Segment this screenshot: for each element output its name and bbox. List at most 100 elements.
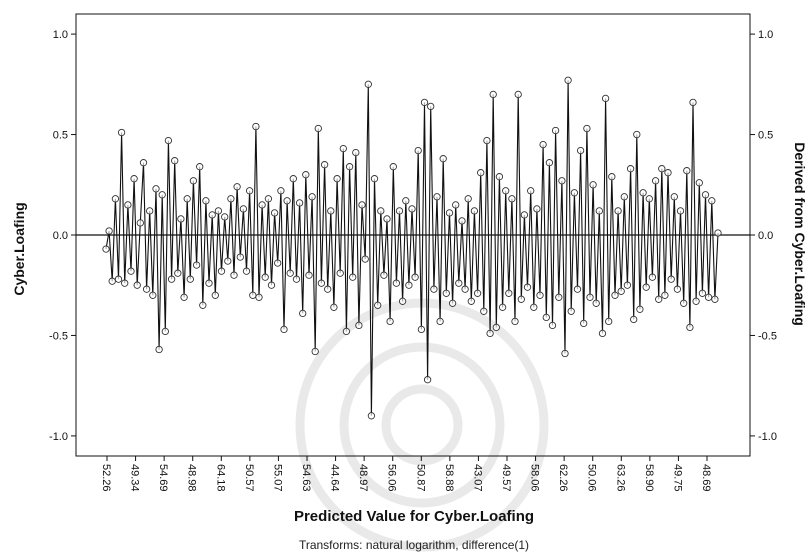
data-point [711,295,719,303]
data-point [111,195,120,203]
data-point [545,159,554,167]
data-point [292,275,301,283]
data-point [495,173,504,181]
x-axis-title: Predicted Value for Cyber.Loafing [294,508,534,525]
data-point [683,167,691,175]
data-point [611,291,619,299]
x-tick-label: 44.64 [329,464,341,492]
data-point [498,303,507,311]
data-point [127,267,135,275]
data-point [155,345,163,354]
data-point [489,90,497,99]
data-point [561,349,569,358]
x-tick-label: 50.57 [243,464,255,492]
x-tick-label: 58.88 [443,464,455,492]
data-point [342,327,351,336]
data-point [146,207,154,215]
data-point [105,227,113,235]
data-point [689,98,697,107]
data-point [108,277,116,285]
y-tick-label-right: 0.0 [758,230,773,242]
data-point [573,285,582,293]
data-point [626,165,635,173]
data-point [267,281,276,289]
data-point [448,299,457,307]
data-point [121,279,129,287]
data-point [617,287,625,295]
data-point [327,207,335,215]
x-tick-label: 64.18 [214,464,226,492]
data-point [514,90,522,99]
data-point [236,253,244,261]
data-point [417,325,426,334]
data-point [555,293,563,301]
x-tick-label: 49.34 [129,464,141,492]
data-point [171,157,179,165]
data-point [352,148,360,157]
x-tick-label: 62.26 [557,464,569,492]
data-point [355,321,363,330]
data-point [439,155,447,163]
data-point [402,197,410,205]
data-point [380,271,388,279]
y-tick-label-left: 1.0 [53,29,68,41]
data-point [533,205,541,213]
data-point [392,279,401,287]
data-point [436,317,444,326]
data-point [695,179,703,187]
data-point [655,295,663,303]
data-point [142,285,151,293]
data-point [527,187,535,195]
x-tick-label: 48.97 [357,464,369,492]
data-point [317,279,326,287]
data-point [486,329,494,338]
y-tick-label-left: -1.0 [49,431,68,443]
data-point [217,267,226,275]
data-point [673,285,682,293]
data-point [133,281,141,289]
data-point [345,163,354,171]
data-point [305,271,313,279]
y-axis-left: -1.0 -0.5 0.0 0.5 1.0 [49,29,76,443]
y-tick-label-left: -0.5 [49,330,68,342]
data-point [692,297,700,305]
data-point [308,193,316,201]
data-point [205,279,213,287]
data-point [258,201,266,209]
data-point [177,215,185,223]
footnote: Transforms: natural logarithm, differenc… [299,538,529,552]
data-point [386,317,394,326]
data-point [542,313,550,322]
data-point [280,325,288,334]
data-point [405,281,413,289]
data-point [505,289,513,297]
data-point [130,175,138,183]
x-tick-label: 54.63 [300,464,312,492]
data-point [339,144,347,153]
data-point [358,201,366,209]
data-point [324,285,332,293]
data-point [567,307,575,315]
data-point [361,255,369,263]
data-point [149,291,157,299]
data-point [242,267,251,275]
data-point [423,376,432,384]
data-point [314,124,322,133]
data-point [502,187,510,195]
y-tick-label-right: -1.0 [758,431,777,443]
data-point [639,189,647,197]
data-point [511,317,519,326]
data-point [589,181,597,189]
x-tick-label: 63.26 [614,464,626,492]
data-point [701,191,710,199]
y-axis-title-left: Cyber.Loafing [11,202,27,295]
data-point [433,193,441,201]
data-point [398,297,407,305]
data-point [330,303,338,311]
data-point [277,187,285,195]
data-point [311,347,319,356]
y-tick-label-right: 0.5 [758,130,773,142]
data-point [667,275,675,283]
data-point [608,173,616,181]
data-point [630,315,638,324]
